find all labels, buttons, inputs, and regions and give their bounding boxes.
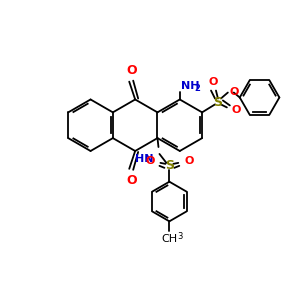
Text: O: O bbox=[230, 86, 239, 97]
Text: O: O bbox=[232, 105, 241, 116]
Text: 3: 3 bbox=[177, 232, 183, 241]
Text: HN: HN bbox=[135, 154, 154, 164]
Text: O: O bbox=[184, 156, 194, 166]
Text: O: O bbox=[126, 174, 136, 187]
Text: NH: NH bbox=[181, 81, 199, 91]
Text: S: S bbox=[213, 96, 222, 109]
Text: O: O bbox=[126, 64, 136, 77]
Text: S: S bbox=[165, 159, 174, 172]
Text: O: O bbox=[208, 76, 218, 87]
Text: O: O bbox=[145, 156, 154, 166]
Text: CH: CH bbox=[161, 234, 177, 244]
Text: 2: 2 bbox=[195, 83, 200, 92]
